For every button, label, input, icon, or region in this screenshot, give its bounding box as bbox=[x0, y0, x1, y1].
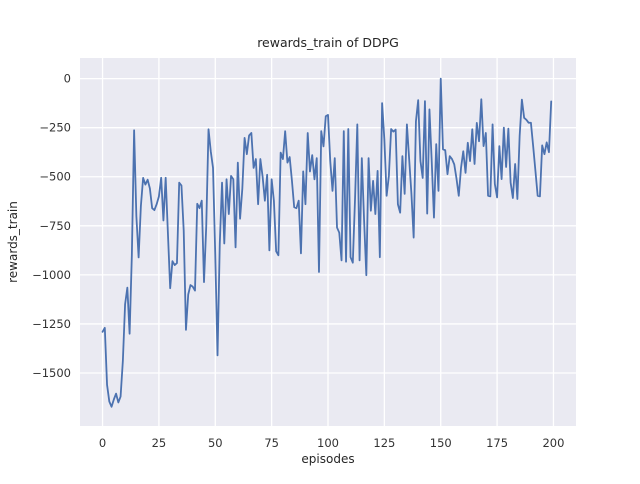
x-tick-label: 0 bbox=[99, 436, 106, 450]
chart-title: rewards_train of DDPG bbox=[257, 35, 399, 50]
x-tick-label: 175 bbox=[486, 436, 508, 450]
series-lines bbox=[101, 77, 553, 408]
y-tick-labels: 0 −250 −500 −750 −1000 −1250 −1500 bbox=[32, 72, 71, 380]
x-tick-label: 200 bbox=[542, 436, 564, 450]
y-tick-label: −750 bbox=[39, 219, 71, 233]
y-tick-label: −1000 bbox=[32, 268, 71, 282]
y-tick-label: −1500 bbox=[32, 366, 71, 380]
y-axis-label: rewards_train bbox=[6, 201, 20, 283]
x-tick-label: 25 bbox=[152, 436, 167, 450]
rewards-line bbox=[101, 77, 553, 408]
grid-lines bbox=[80, 58, 576, 426]
y-tick-label: −250 bbox=[39, 121, 71, 135]
y-tick-label: −500 bbox=[39, 170, 71, 184]
x-tick-labels: 0 25 50 75 100 125 150 175 200 bbox=[99, 436, 565, 450]
x-axis-label: episodes bbox=[301, 452, 354, 466]
y-tick-label: 0 bbox=[64, 72, 71, 86]
x-tick-label: 75 bbox=[264, 436, 279, 450]
x-tick-label: 100 bbox=[317, 436, 339, 450]
x-tick-label: 50 bbox=[208, 436, 223, 450]
x-tick-label: 125 bbox=[373, 436, 395, 450]
x-tick-label: 150 bbox=[430, 436, 452, 450]
y-tick-label: −1250 bbox=[32, 317, 71, 331]
